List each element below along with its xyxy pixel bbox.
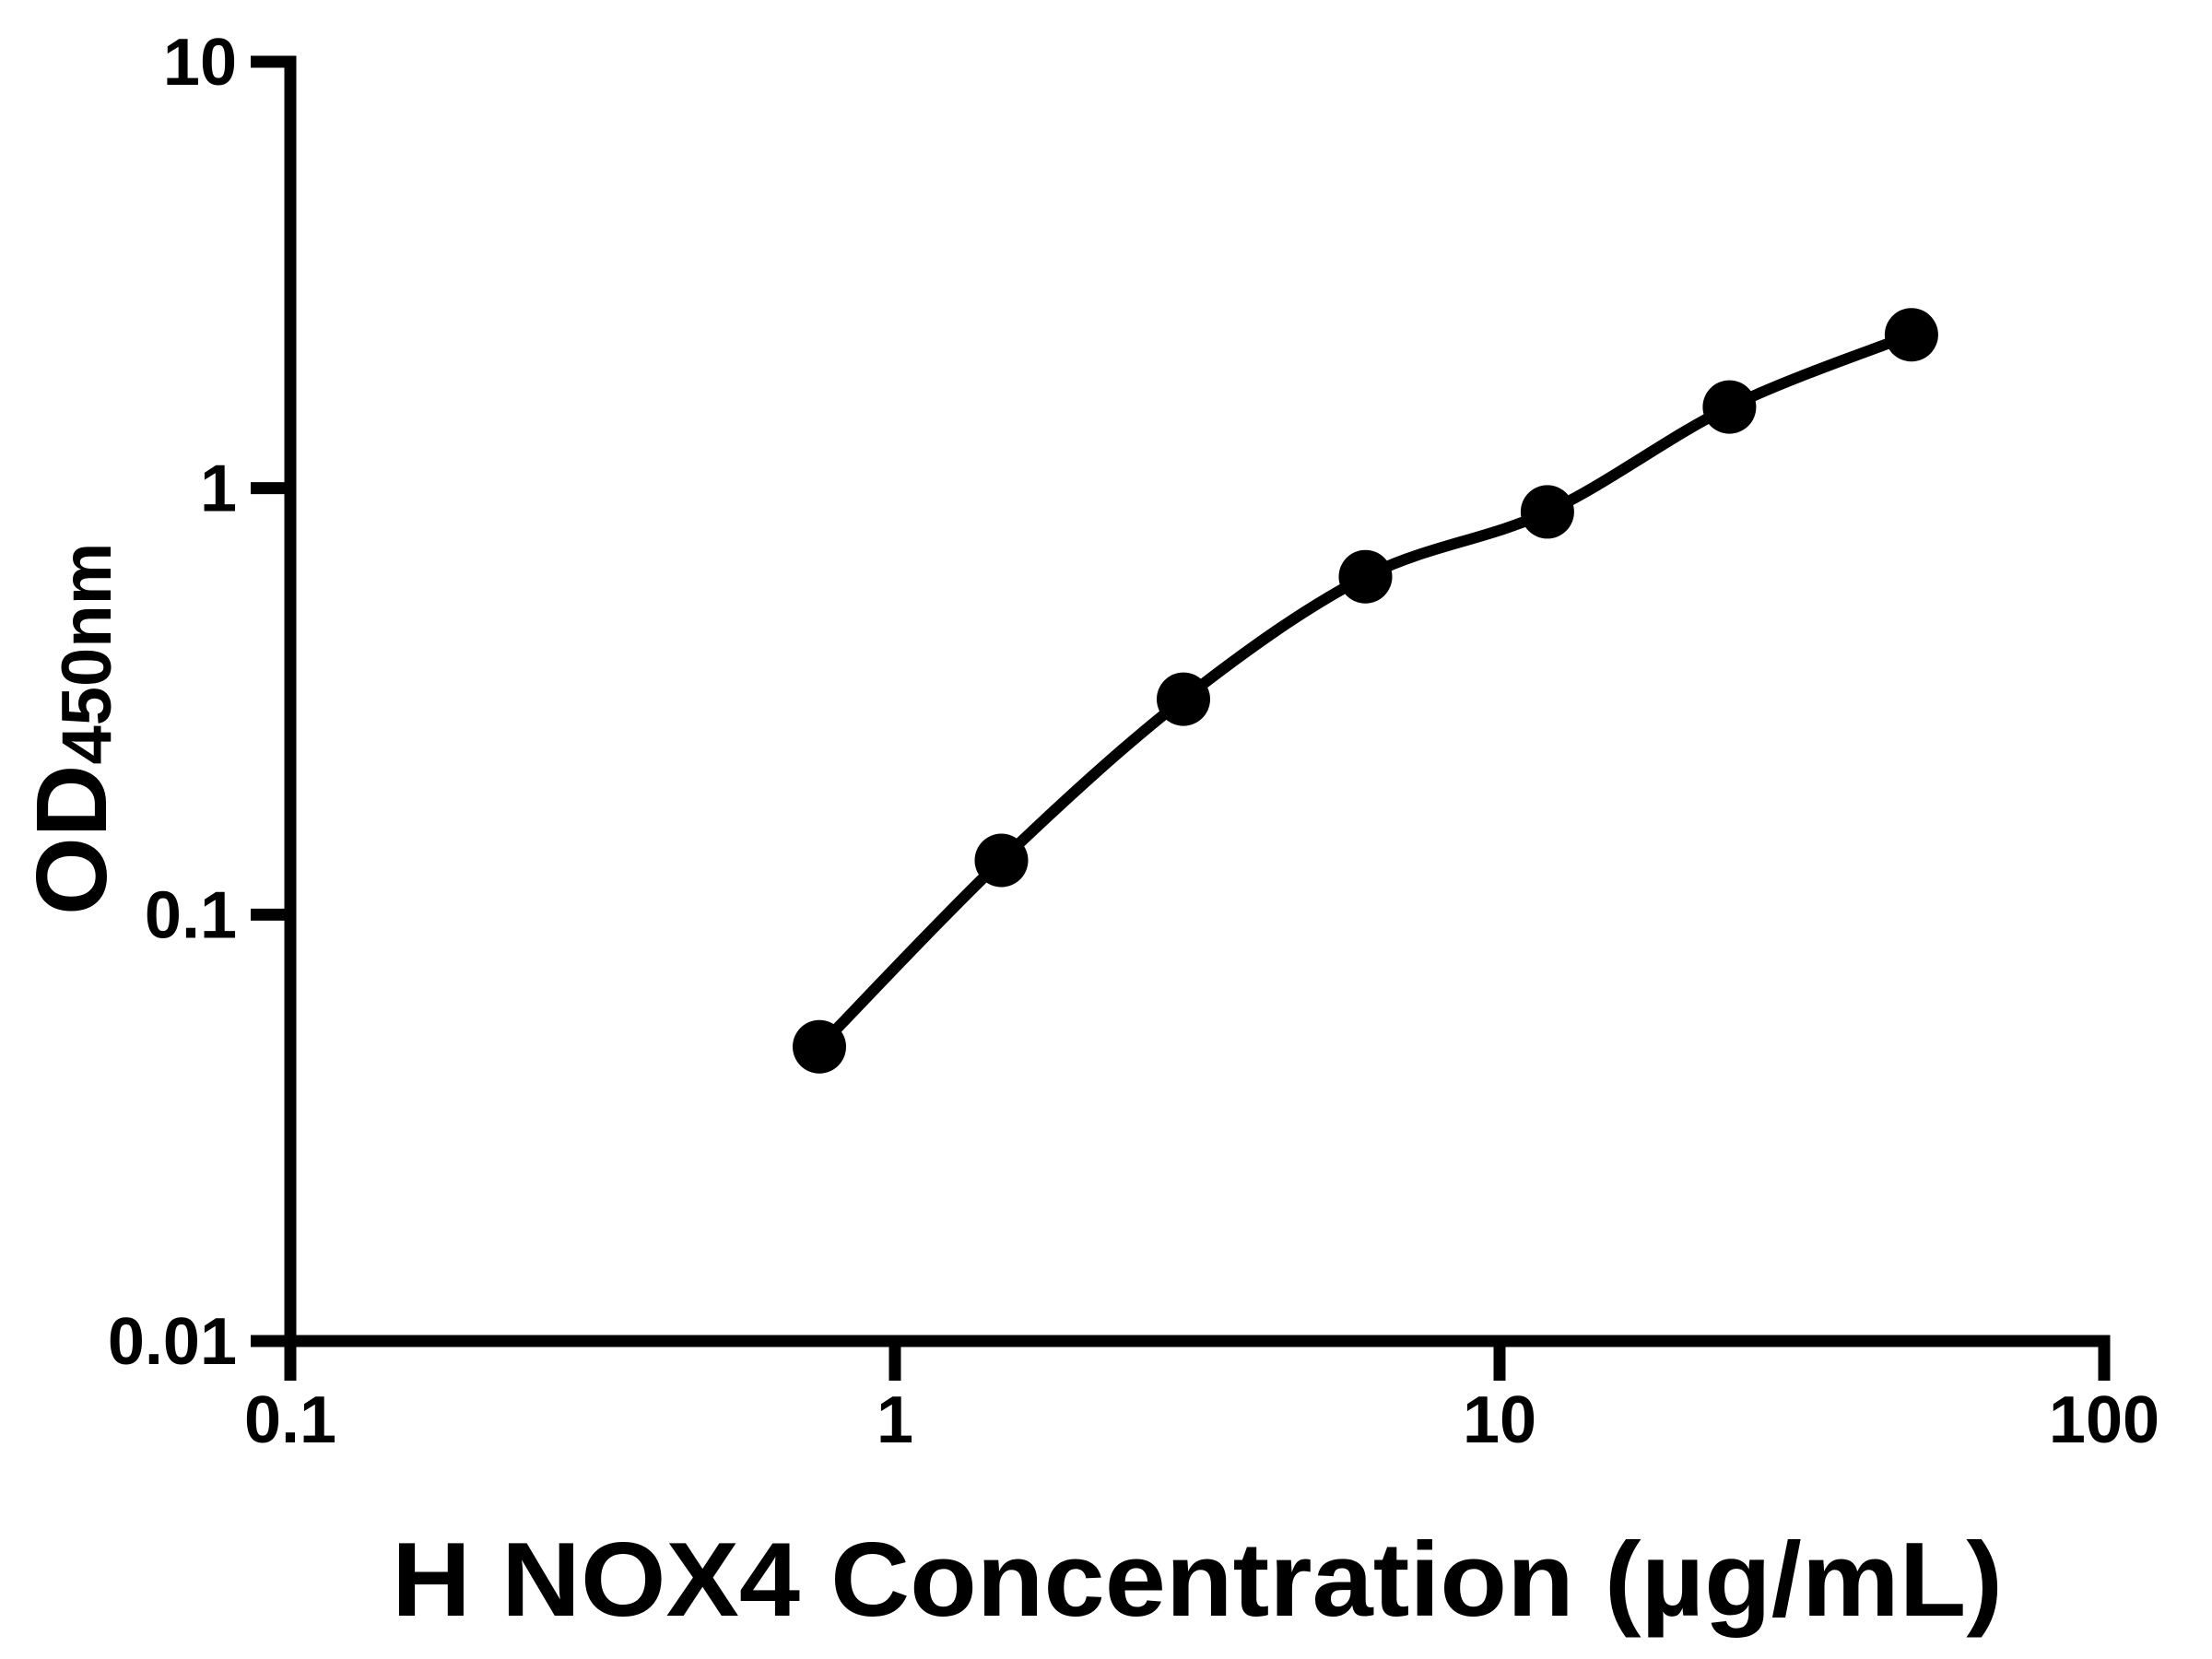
x-axis-tick-label: 10: [1463, 1383, 1536, 1457]
y-axis-tick-label: 1: [200, 453, 237, 526]
data-point-marker: [1702, 380, 1757, 434]
x-axis-tick-label: 100: [2049, 1383, 2159, 1457]
data-point-marker: [793, 1019, 846, 1074]
data-point-marker: [1157, 672, 1210, 726]
y-axis-tick-label: 0.01: [108, 1305, 237, 1379]
data-point-marker: [1520, 485, 1574, 539]
fit-curve: [815, 329, 1914, 1051]
y-axis-title-text: OD450nm: [16, 543, 128, 915]
y-axis-tick-label: 10: [163, 26, 237, 100]
data-point-marker: [1338, 549, 1393, 604]
data-point-marker: [974, 833, 1029, 888]
y-axis-tick-label: 0.1: [145, 878, 237, 952]
data-point-marker: [1884, 308, 1938, 362]
x-axis-tick-label: 1: [877, 1383, 913, 1457]
x-axis-tick-label: 0.1: [244, 1383, 336, 1457]
y-axis-title: OD450nm: [16, 543, 128, 915]
x-axis-title: H NOX4 Concentration (µg/mL): [392, 1522, 2003, 1639]
